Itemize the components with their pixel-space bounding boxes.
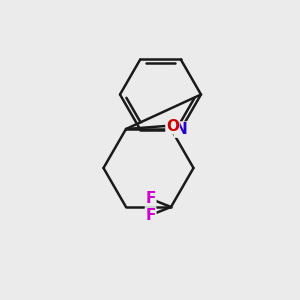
Text: N: N	[174, 122, 187, 137]
Text: F: F	[146, 191, 156, 206]
Text: F: F	[146, 208, 156, 223]
Text: O: O	[166, 118, 179, 134]
